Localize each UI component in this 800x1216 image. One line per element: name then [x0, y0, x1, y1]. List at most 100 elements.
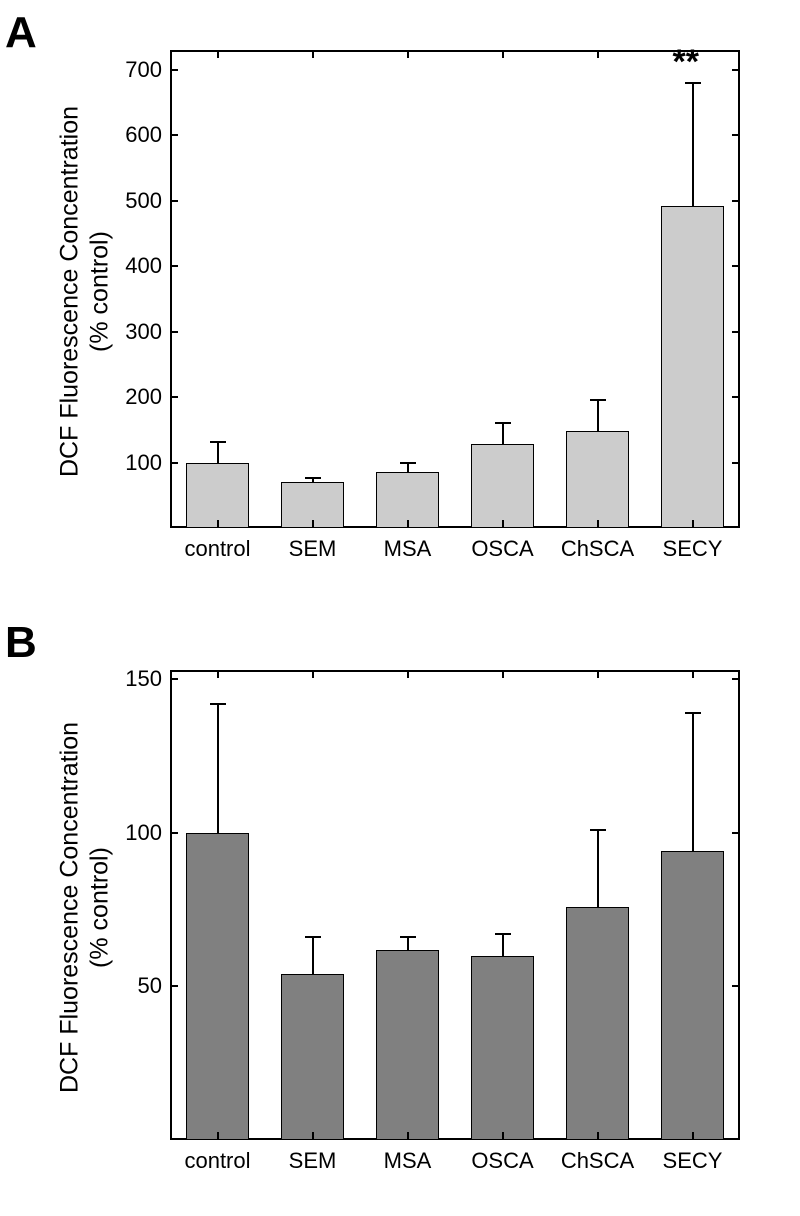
xtick-label: ChSCA [548, 1148, 648, 1174]
error-bar [597, 830, 599, 907]
panel-label-B: B [5, 618, 37, 668]
xtick [312, 520, 314, 528]
xtick-label: control [168, 1148, 268, 1174]
y-axis-label-line2: (% control) [86, 707, 115, 1107]
bar-SECY [661, 206, 724, 528]
error-cap [685, 712, 701, 714]
error-bar [597, 400, 599, 431]
xtick-label: SECY [643, 536, 743, 562]
axis-bottom [170, 1138, 740, 1140]
error-bar [217, 442, 219, 462]
ytick [170, 832, 178, 834]
chart-A [170, 50, 740, 528]
xtick-top [597, 50, 599, 58]
y-axis-label-line1: DCF Fluorescence Concentration [56, 707, 85, 1107]
axis-top [170, 670, 740, 672]
xtick-top [312, 670, 314, 678]
ytick [170, 331, 178, 333]
xtick [407, 1132, 409, 1140]
xtick-label: control [168, 536, 268, 562]
error-cap [400, 462, 416, 464]
error-bar [217, 704, 219, 833]
xtick [312, 1132, 314, 1140]
ytick [170, 462, 178, 464]
ytick-label: 300 [125, 319, 162, 345]
error-bar [407, 463, 409, 472]
ytick-right [732, 69, 740, 71]
ytick-label: 100 [125, 820, 162, 846]
error-cap [590, 829, 606, 831]
error-bar [692, 713, 694, 851]
bar-OSCA [471, 956, 534, 1140]
xtick [597, 1132, 599, 1140]
xtick-label: OSCA [453, 1148, 553, 1174]
axis-right [738, 50, 740, 528]
error-cap [305, 936, 321, 938]
y-axis-label-line1: DCF Fluorescence Concentration [56, 91, 85, 491]
ytick [170, 678, 178, 680]
bar-ChSCA [566, 431, 629, 528]
xtick [502, 1132, 504, 1140]
axis-left [170, 50, 172, 528]
bar-control [186, 833, 249, 1140]
xtick-top [407, 50, 409, 58]
xtick [502, 520, 504, 528]
xtick-top [217, 50, 219, 58]
ytick [170, 200, 178, 202]
ytick [170, 134, 178, 136]
xtick-label: SECY [643, 1148, 743, 1174]
error-cap [495, 422, 511, 424]
ytick-right [732, 396, 740, 398]
axis-bottom [170, 526, 740, 528]
ytick [170, 396, 178, 398]
axis-left [170, 670, 172, 1140]
xtick-label: SEM [263, 536, 363, 562]
error-cap [495, 933, 511, 935]
ytick-label: 600 [125, 122, 162, 148]
figure-container: A100200300400500600700controlSEMMSAOSCAC… [0, 0, 800, 1216]
ytick [170, 69, 178, 71]
ytick-right [732, 331, 740, 333]
xtick [692, 1132, 694, 1140]
error-cap [400, 936, 416, 938]
bar-SEM [281, 974, 344, 1140]
error-bar [502, 423, 504, 444]
ytick-label: 100 [125, 450, 162, 476]
ytick-label: 150 [125, 666, 162, 692]
significance-marker: ** [673, 43, 699, 82]
xtick-top [502, 670, 504, 678]
error-cap [305, 477, 321, 479]
error-cap [590, 399, 606, 401]
panel-label-A: A [5, 8, 37, 58]
xtick [597, 520, 599, 528]
ytick-right [732, 265, 740, 267]
xtick-label: MSA [358, 536, 458, 562]
ytick-right [732, 678, 740, 680]
ytick-right [732, 134, 740, 136]
ytick-right [732, 832, 740, 834]
xtick-top [217, 670, 219, 678]
ytick-right [732, 462, 740, 464]
ytick-label: 400 [125, 253, 162, 279]
axis-top [170, 50, 740, 52]
error-bar [312, 937, 314, 974]
ytick-right [732, 985, 740, 987]
ytick [170, 265, 178, 267]
xtick-label: ChSCA [548, 536, 648, 562]
xtick-top [502, 50, 504, 58]
error-cap [210, 441, 226, 443]
ytick [170, 985, 178, 987]
bar-control [186, 463, 249, 528]
xtick-top [597, 670, 599, 678]
ytick-label: 500 [125, 188, 162, 214]
ytick-label: 200 [125, 384, 162, 410]
ytick-label: 700 [125, 57, 162, 83]
axis-right [738, 670, 740, 1140]
error-cap [210, 703, 226, 705]
bar-SECY [661, 851, 724, 1140]
xtick [217, 520, 219, 528]
bar-ChSCA [566, 907, 629, 1140]
xtick [692, 520, 694, 528]
xtick-top [407, 670, 409, 678]
bar-OSCA [471, 444, 534, 528]
